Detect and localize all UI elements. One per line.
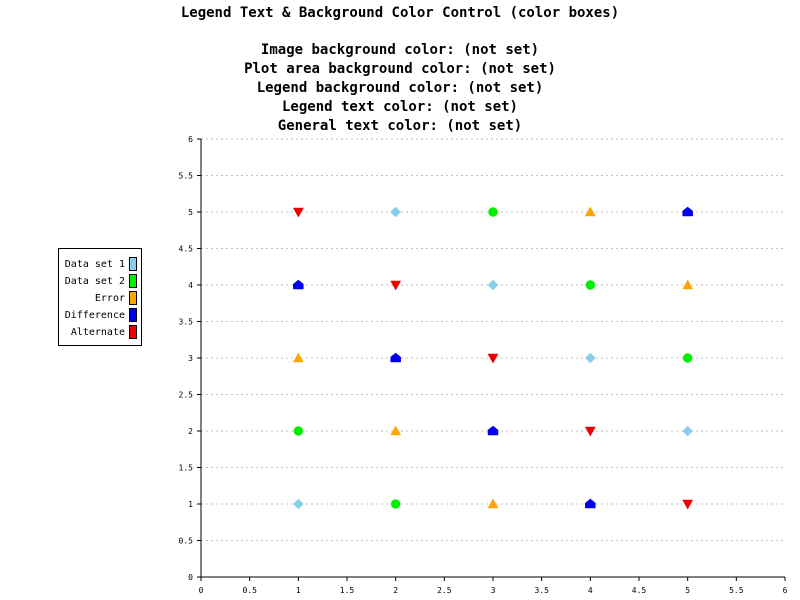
data-point <box>584 426 596 437</box>
subtitle-legend-bg: Legend background color: (not set) <box>256 80 544 96</box>
x-tick-label: 4.5 <box>632 586 647 595</box>
data-point <box>390 206 402 218</box>
y-tick-label: 2.5 <box>179 391 194 400</box>
data-point <box>585 498 596 509</box>
y-tick-label: 6 <box>188 135 193 144</box>
data-point <box>584 352 596 364</box>
subtitle-general-text: General text color: (not set) <box>277 118 523 134</box>
legend-swatch <box>129 274 137 288</box>
subtitle-legend-text: Legend text color: (not set) <box>281 99 518 115</box>
x-tick-label: 0.5 <box>242 586 257 595</box>
legend-label: Error <box>94 292 125 304</box>
legend-label: Difference <box>64 309 125 321</box>
subtitle-image-bg: Image background color: (not set) <box>260 42 540 58</box>
y-tick-label: 3.5 <box>179 318 194 327</box>
chart-title: Legend Text & Background Color Control (… <box>180 5 620 21</box>
legend-entry-data-set-2: Data set 2 <box>65 274 137 288</box>
data-point <box>292 352 304 363</box>
data-point <box>390 499 401 509</box>
y-tick-label: 3 <box>188 354 193 363</box>
grid-lines <box>201 138 785 541</box>
y-tick-label: 4 <box>188 281 193 290</box>
x-tick-label: 2 <box>393 586 398 595</box>
data-point <box>390 352 401 363</box>
legend-swatch <box>129 291 137 305</box>
legend-entry-alternate: Alternate <box>71 325 137 339</box>
legend-entry-data-set-1: Data set 1 <box>65 257 137 271</box>
data-point <box>682 279 694 290</box>
x-tick-label: 5.5 <box>729 586 744 595</box>
data-point <box>585 280 596 290</box>
legend-entry-difference: Difference <box>65 308 137 322</box>
x-tick-label: 1 <box>296 586 301 595</box>
legend-swatch <box>129 308 137 322</box>
data-point <box>487 498 499 509</box>
y-tick-label: 1 <box>188 500 193 509</box>
subtitle-plot-bg: Plot area background color: (not set) <box>244 61 556 77</box>
x-tick-label: 6 <box>783 586 788 595</box>
x-tick-label: 3.5 <box>534 586 549 595</box>
data-point <box>487 279 499 291</box>
x-tick-label: 0 <box>199 586 204 595</box>
data-point <box>682 499 694 510</box>
x-tick-label: 2.5 <box>437 586 452 595</box>
y-tick-label: 4.5 <box>179 245 194 254</box>
tick-labels: 0 0.5 1 1.5 2 2.5 3 3.5 4 4.5 5 5.5 6 0 0.5 1 1.5 2 2.5 3 3.… <box>179 135 788 595</box>
legend-entry-error: Error <box>95 291 137 305</box>
data-point <box>682 206 693 217</box>
data-point <box>682 425 694 437</box>
y-tick-label: 2 <box>188 427 193 436</box>
x-tick-label: 3 <box>491 586 496 595</box>
legend-label: Data set 2 <box>64 275 125 287</box>
data-point <box>682 353 693 363</box>
legend-swatch <box>129 257 137 271</box>
data-point <box>293 279 304 290</box>
x-tick-label: 4 <box>588 586 593 595</box>
data-points <box>292 206 694 510</box>
legend-swatch <box>129 325 137 339</box>
legend-label: Data set 1 <box>64 258 125 270</box>
axes <box>197 138 786 581</box>
data-point <box>390 280 402 291</box>
x-tick-label: 1.5 <box>340 586 355 595</box>
data-point <box>487 353 499 364</box>
x-tick-label: 5 <box>685 586 690 595</box>
data-point <box>584 206 596 217</box>
legend: Data set 1 Data set 2 Error Difference A… <box>58 248 142 346</box>
y-tick-label: 1.5 <box>179 464 194 473</box>
data-point <box>488 207 498 217</box>
y-tick-label: 0.5 <box>179 537 194 546</box>
data-point <box>292 498 304 510</box>
data-point <box>292 207 304 218</box>
data-point <box>293 426 304 436</box>
y-tick-label: 0 <box>188 573 193 582</box>
data-point <box>390 425 402 436</box>
legend-label: Alternate <box>70 326 125 338</box>
data-point <box>487 425 499 436</box>
y-tick-label: 5 <box>188 208 193 217</box>
y-tick-label: 5.5 <box>179 172 194 181</box>
